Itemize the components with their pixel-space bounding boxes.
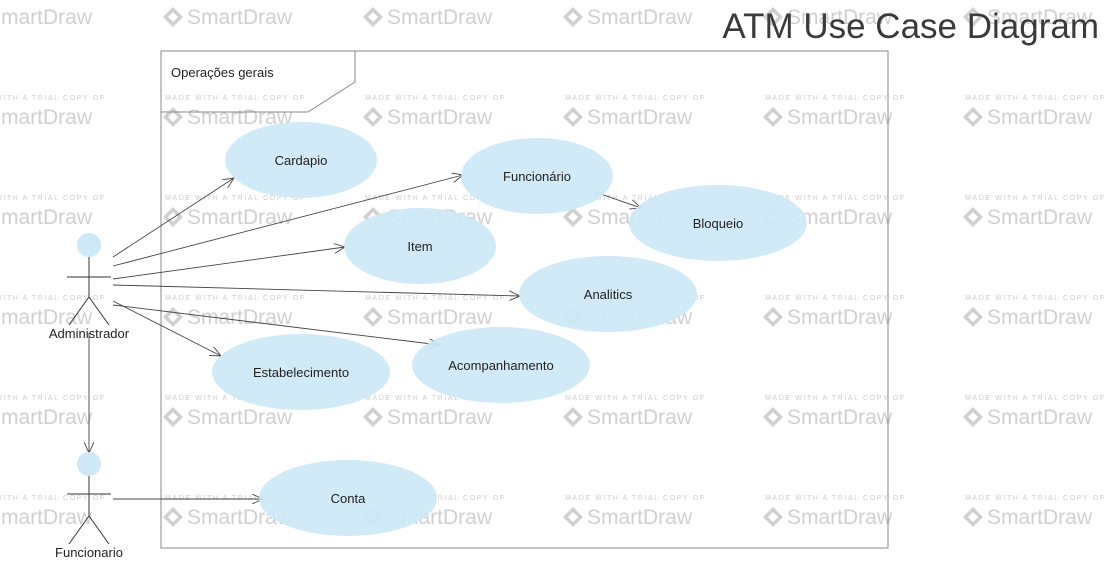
use-case-acompanhamento[interactable]: Acompanhamento — [412, 327, 590, 403]
use-case-ellipse — [412, 327, 590, 403]
use-case-label: Conta — [331, 491, 366, 506]
use-case-ellipse — [344, 208, 496, 284]
stick-figure-icon — [67, 257, 111, 326]
use-case-funcionario[interactable]: Funcionário — [461, 138, 613, 214]
use-case-label: Estabelecimento — [253, 365, 349, 380]
use-case-label: Funcionário — [503, 169, 571, 184]
boundary-label: Operações gerais — [171, 65, 274, 80]
use-case-ellipse — [629, 185, 807, 261]
use-case-analitics[interactable]: Analitics — [519, 256, 697, 332]
use-case-ellipse — [461, 138, 613, 214]
use-case-label: Cardapio — [275, 153, 328, 168]
use-case-ellipse — [519, 256, 697, 332]
assoc-admin-funcionario-uc — [112, 175, 463, 267]
use-case-label: Item — [407, 239, 432, 254]
actor-administrador[interactable]: Administrador — [49, 233, 130, 341]
use-case-label: Acompanhamento — [448, 358, 554, 373]
use-case-ellipse — [225, 122, 377, 198]
associations — [89, 175, 641, 499]
use-cases: Cardapio Funcionário Item Bloqueio Anali… — [212, 122, 807, 536]
use-case-ellipse — [259, 460, 437, 536]
use-case-item[interactable]: Item — [344, 208, 496, 284]
assoc-admin-analitics — [112, 284, 520, 296]
system-boundary: Operações gerais — [160, 50, 889, 549]
use-case-estabelecimento[interactable]: Estabelecimento — [212, 334, 390, 410]
assoc-admin-cardapio — [112, 178, 234, 258]
actor-label: Administrador — [49, 326, 130, 341]
boundary-frame — [160, 50, 889, 549]
use-case-label: Analitics — [584, 287, 633, 302]
stick-figure-icon — [67, 476, 111, 545]
actor-funcionario[interactable]: Funcionario — [55, 452, 123, 560]
diagram-title: ATM Use Case Diagram — [722, 7, 1099, 46]
use-case-conta[interactable]: Conta — [259, 460, 437, 536]
assoc-admin-estabelecimento — [112, 300, 221, 356]
use-case-bloqueio[interactable]: Bloqueio — [629, 185, 807, 261]
use-case-label: Bloqueio — [693, 216, 744, 231]
assoc-admin-item — [112, 247, 345, 280]
actor-head-icon — [77, 233, 101, 257]
boundary-label-tab — [161, 51, 356, 113]
actor-head-icon — [77, 452, 101, 476]
use-case-ellipse — [212, 334, 390, 410]
actor-label: Funcionario — [55, 545, 123, 560]
use-case-cardapio[interactable]: Cardapio — [225, 122, 377, 198]
assoc-admin-acompanhamento — [112, 304, 440, 345]
